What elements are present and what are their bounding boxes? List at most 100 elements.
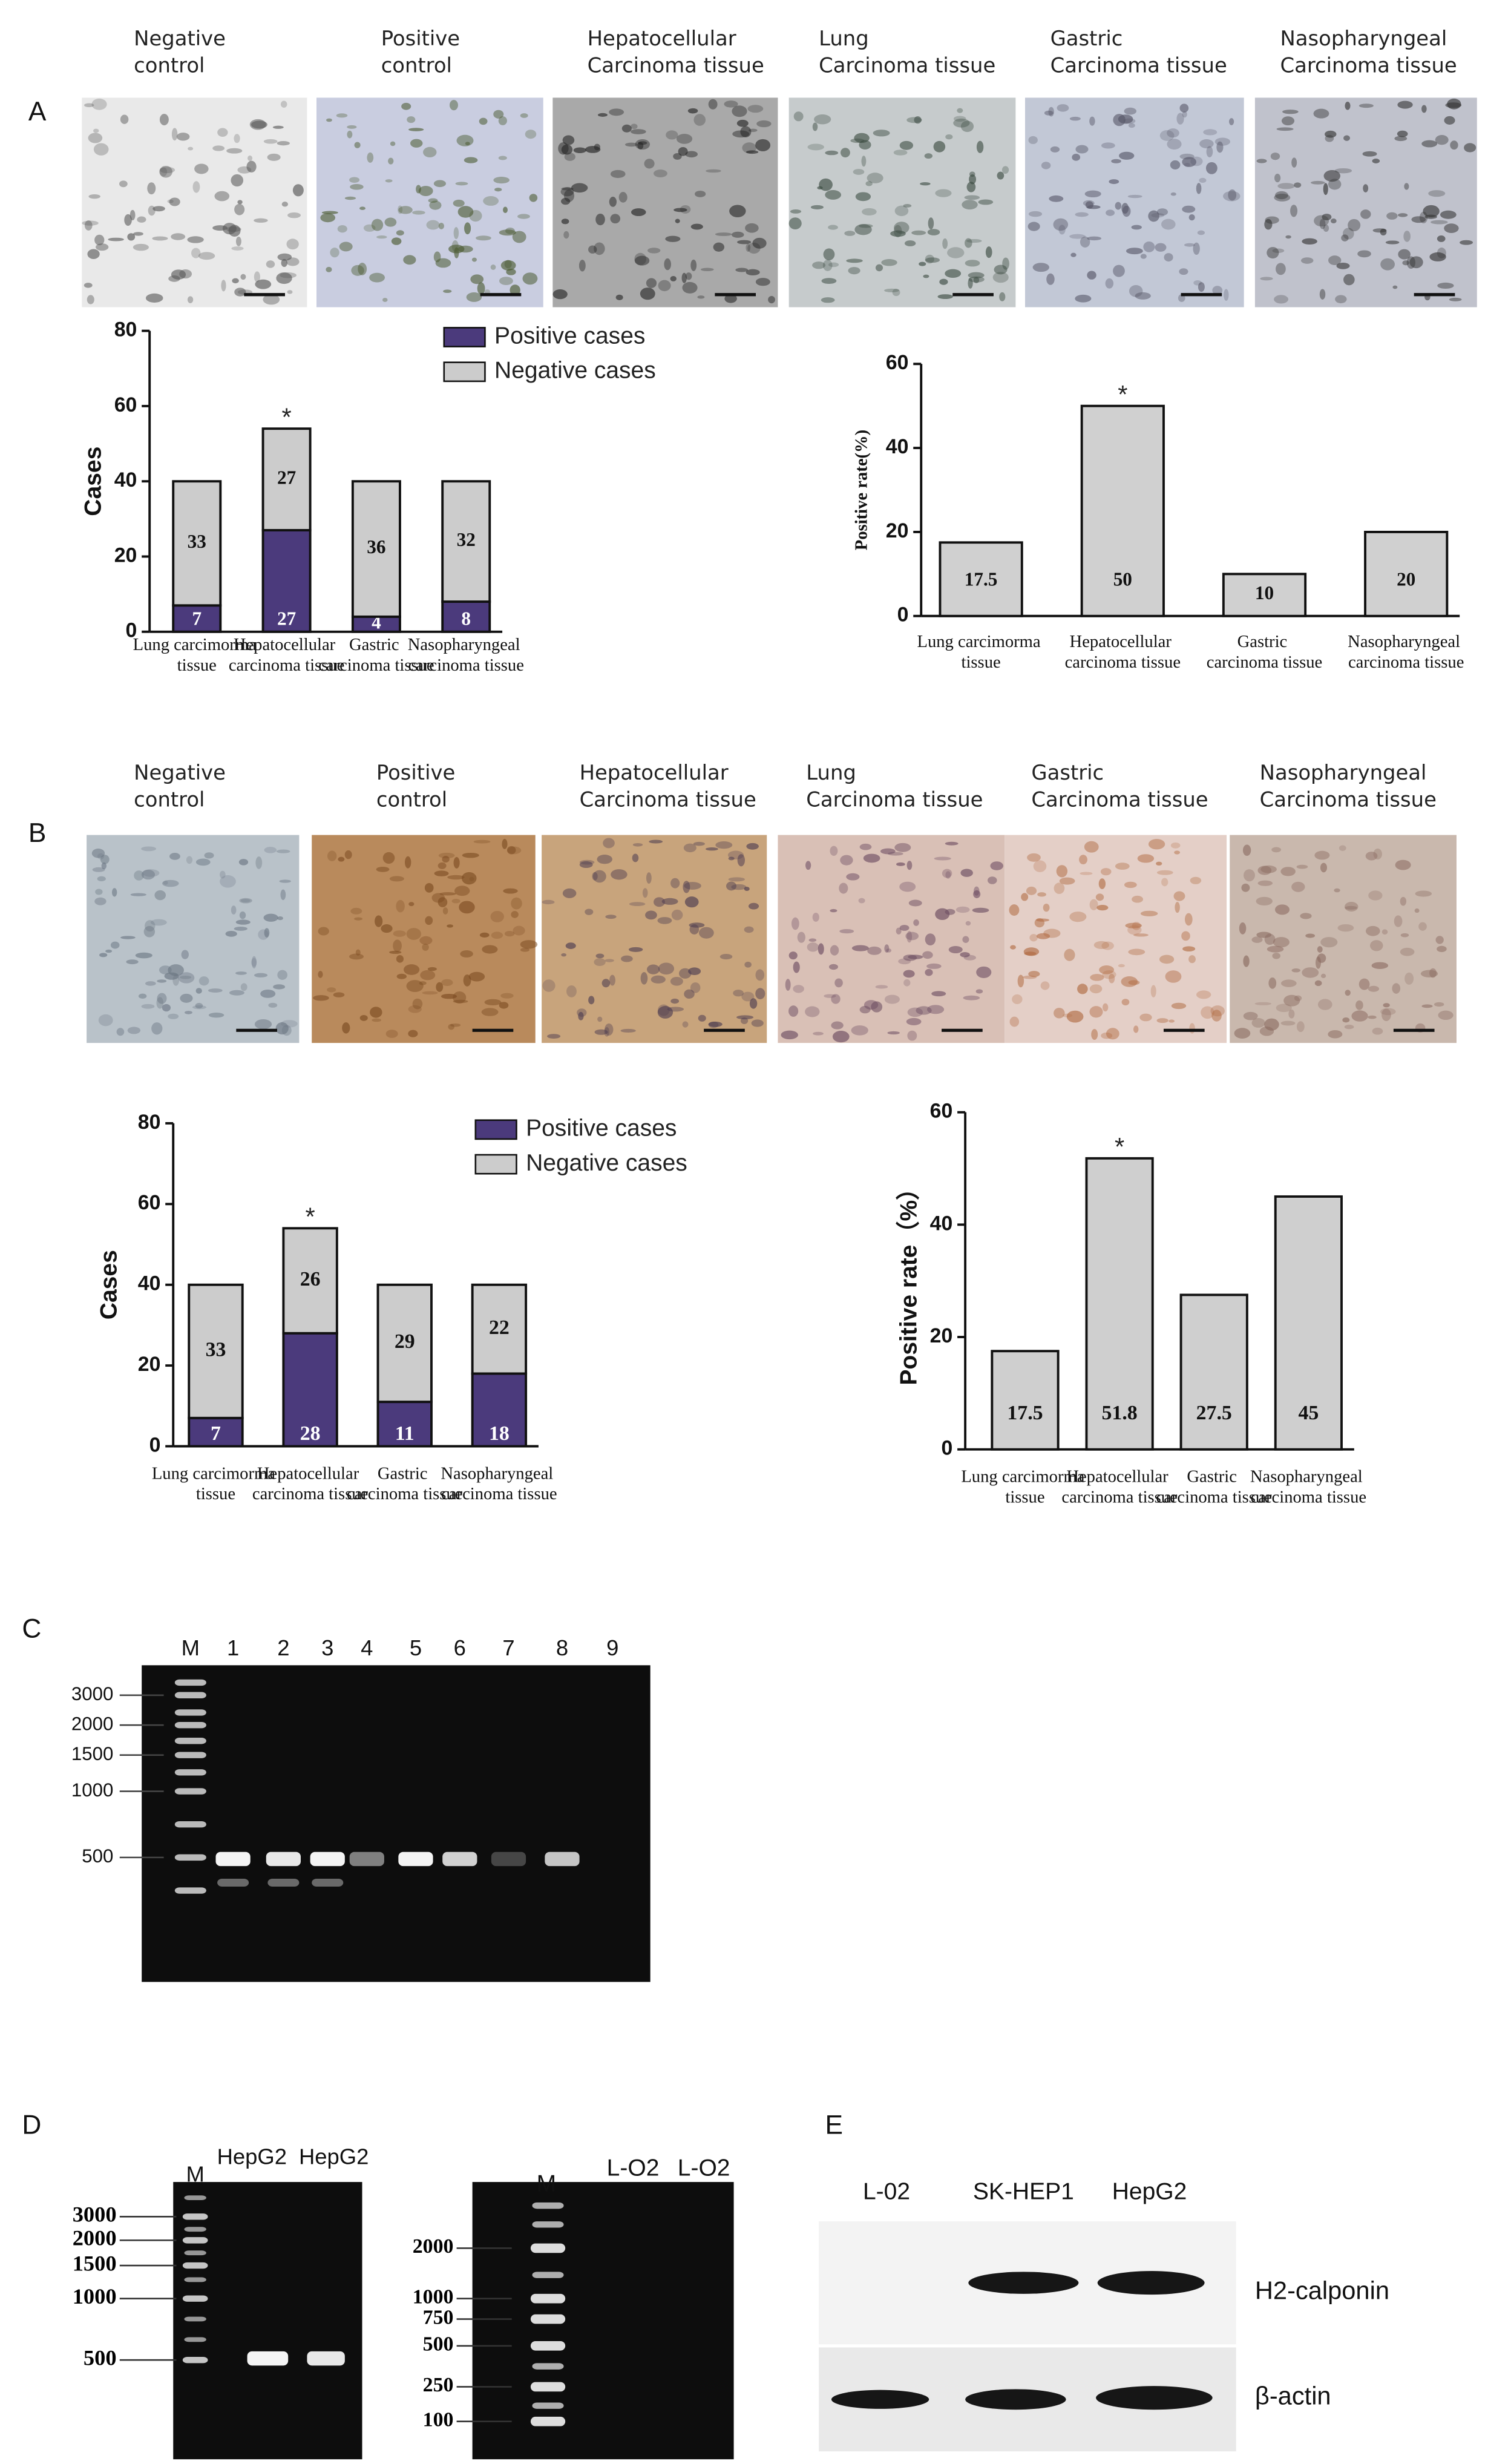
micrograph-texture [1181, 931, 1190, 941]
marker-label: 3000 [71, 1683, 113, 1704]
micrograph-texture [635, 139, 651, 150]
micrograph-texture [1128, 123, 1135, 128]
micrograph-texture [814, 114, 831, 125]
micrograph-texture [1366, 925, 1380, 936]
micrograph-texture [676, 134, 693, 144]
lane-label: M [537, 2171, 557, 2197]
panel-label: A [28, 97, 47, 126]
micrograph-texture [1070, 252, 1077, 257]
micrograph-texture [1343, 228, 1354, 240]
micrograph-texture [1400, 947, 1415, 956]
marker-label: 2000 [73, 2226, 117, 2250]
micrograph-texture [913, 919, 919, 926]
micrograph-texture [863, 853, 880, 863]
lane-label: 4 [361, 1635, 373, 1660]
panel-label: D [22, 2111, 41, 2140]
micrograph-texture [141, 869, 156, 880]
micrograph-texture [724, 294, 737, 303]
micrograph-texture [689, 922, 705, 928]
micrograph-texture [371, 218, 384, 231]
image-caption: Nasopharyngeal Carcinoma tissue [1260, 761, 1437, 811]
micrograph-texture [945, 841, 959, 846]
micrograph-texture [1124, 107, 1137, 115]
micrograph-texture [214, 191, 230, 202]
micrograph-texture [1098, 878, 1106, 889]
micrograph-texture [338, 856, 345, 862]
micrograph-texture [824, 994, 836, 998]
micrograph-texture [462, 852, 479, 858]
micrograph-texture [1411, 216, 1426, 223]
micrograph-texture [1380, 228, 1387, 236]
micrograph-texture [588, 245, 597, 254]
micrograph-texture [180, 975, 192, 979]
micrograph-texture [254, 1019, 272, 1030]
micrograph-texture [280, 100, 287, 108]
micrograph-texture [525, 130, 537, 139]
micrograph-texture [823, 248, 835, 261]
micrograph-texture [460, 950, 473, 958]
micrograph-texture [457, 245, 473, 253]
micrograph-texture [560, 187, 574, 197]
micrograph-texture [1402, 260, 1409, 266]
gel-band [174, 1709, 206, 1716]
micrograph-texture [1161, 218, 1176, 230]
micrograph-texture [1323, 183, 1328, 195]
legend-swatch [474, 1119, 517, 1140]
micrograph-texture [134, 870, 144, 881]
micrograph-texture [955, 906, 970, 913]
micrograph-texture [517, 214, 530, 219]
micrograph-texture [424, 882, 434, 893]
micrograph-texture [1335, 295, 1347, 304]
micrograph-texture [935, 908, 950, 921]
micrograph-texture [1272, 953, 1280, 959]
micrograph-texture [698, 1014, 706, 1022]
micrograph-texture [610, 214, 621, 224]
micrograph-texture [453, 199, 465, 207]
micrograph-texture [511, 897, 522, 910]
micrograph-texture [1381, 1008, 1391, 1022]
image-caption: Positive control [381, 27, 467, 77]
micrograph-texture [595, 213, 605, 226]
micrograph-texture [108, 237, 124, 241]
micrograph-texture [719, 954, 733, 960]
micrograph-texture [195, 988, 202, 994]
micrograph-texture [171, 233, 186, 240]
micrograph-texture [326, 118, 332, 122]
value-label: 7 [211, 1422, 221, 1445]
gel-band [532, 2272, 564, 2278]
micrograph-texture [706, 169, 721, 173]
micrograph-texture [1064, 948, 1075, 961]
micrograph-texture [171, 269, 186, 280]
micrograph-texture [235, 919, 251, 925]
micrograph-texture [455, 182, 468, 186]
micrograph-texture [1053, 218, 1069, 231]
value-label: 17.5 [1007, 1402, 1043, 1424]
lane-label: 5 [410, 1635, 422, 1660]
micrograph-texture [578, 260, 586, 272]
micrograph-texture [1156, 870, 1173, 875]
micrograph-texture [1115, 862, 1130, 870]
micrograph-texture [1296, 864, 1308, 869]
micrograph [87, 835, 300, 1043]
micrograph-texture [1300, 913, 1312, 919]
gel-band [182, 2213, 208, 2220]
micrograph-texture [887, 1031, 900, 1035]
micrograph-texture [1093, 941, 1110, 949]
micrograph-texture [396, 230, 404, 236]
gel-band [530, 2382, 566, 2392]
micrograph-texture [1429, 252, 1446, 261]
micrograph-texture [1137, 854, 1155, 863]
micrograph-texture [1106, 1028, 1119, 1040]
micrograph-texture [1460, 240, 1473, 245]
gel-band [398, 1851, 433, 1867]
micrograph-texture [678, 146, 688, 156]
micrograph-texture [101, 862, 107, 870]
bar [1274, 1195, 1343, 1451]
micrograph-texture [406, 928, 421, 940]
micrograph-texture [1021, 893, 1029, 901]
micrograph-texture [690, 259, 697, 271]
micrograph-texture [1184, 163, 1190, 167]
value-label: 27 [277, 467, 296, 488]
micrograph-texture [1205, 162, 1218, 174]
